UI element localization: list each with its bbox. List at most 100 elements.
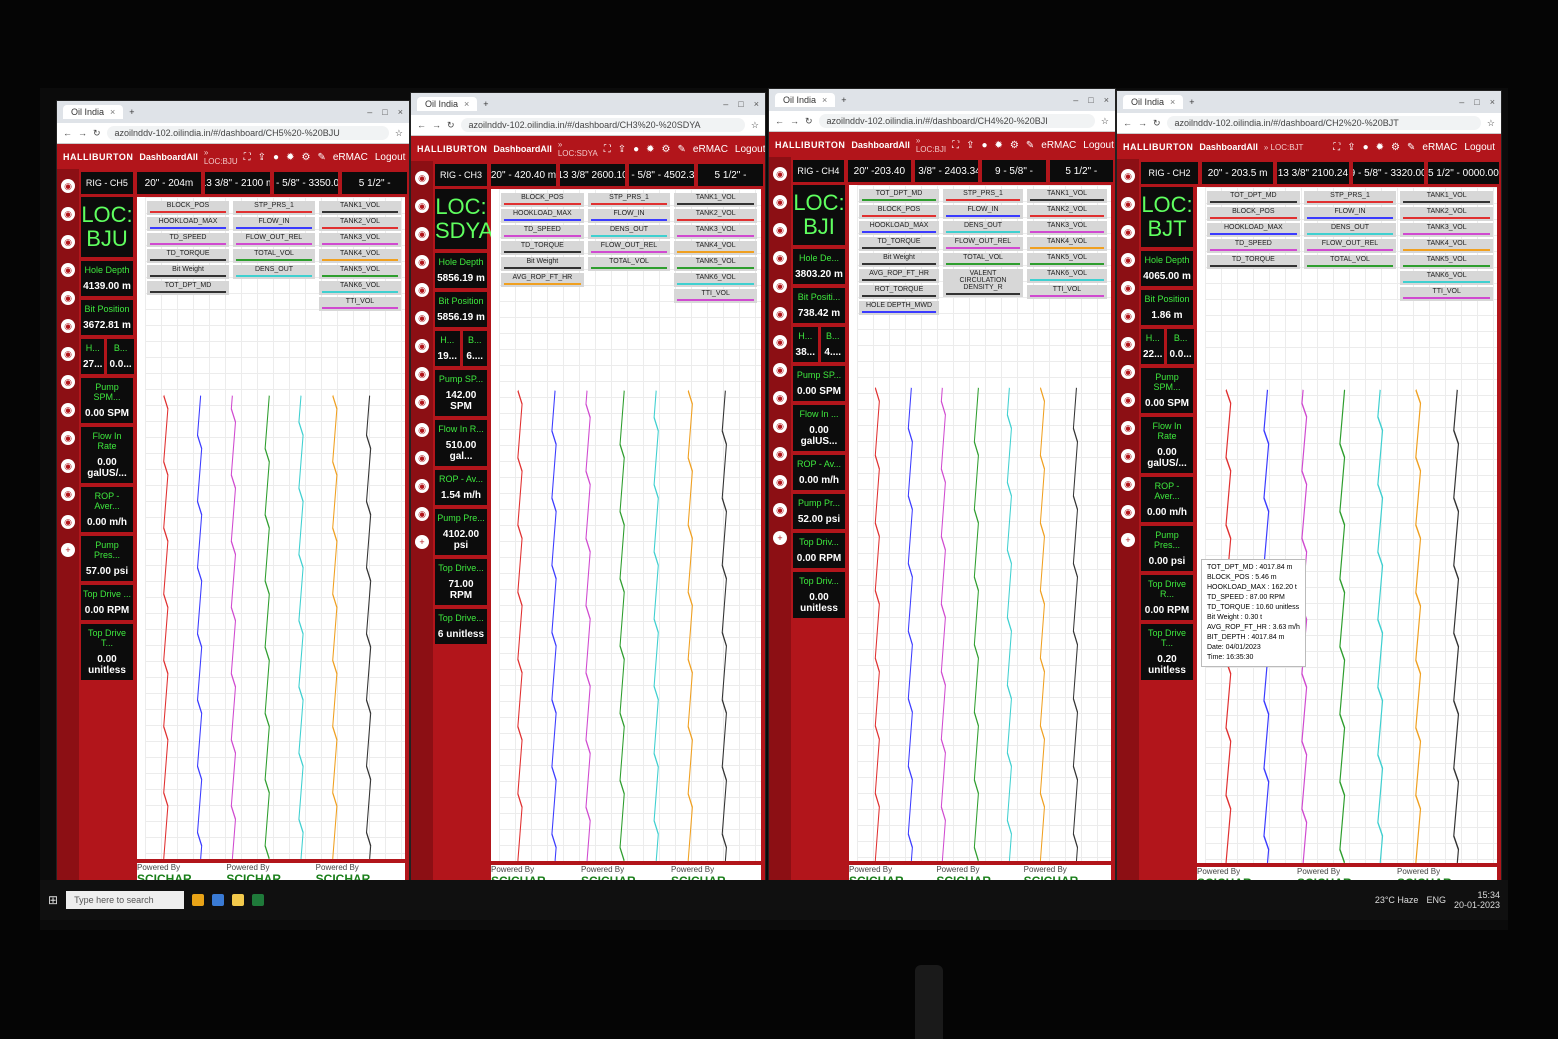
back-icon[interactable]: ←	[1123, 118, 1132, 128]
curve-header[interactable]: TANK1_VOL	[1027, 189, 1107, 203]
status-icon[interactable]: ●	[981, 139, 988, 151]
reload-icon[interactable]: ↻	[93, 127, 101, 138]
status-icon[interactable]: ●	[1362, 141, 1369, 153]
metric-card[interactable]: ROP - Aver... 0.00 m/h	[81, 487, 133, 532]
metric-card[interactable]: B... 0.0...	[1167, 329, 1194, 364]
back-icon[interactable]: ←	[63, 128, 72, 138]
edit-icon[interactable]: ✎	[1407, 141, 1416, 153]
curve-header[interactable]: TANK1_VOL	[1400, 191, 1494, 205]
curve-header[interactable]: FLOW_OUT_REL	[943, 237, 1023, 251]
user-icon[interactable]: ◉	[1121, 477, 1135, 491]
logout-button[interactable]: Logout	[375, 152, 406, 163]
gauge-icon[interactable]: ◉	[1121, 225, 1135, 239]
edit-icon[interactable]: ✎	[1025, 139, 1035, 151]
curve-header[interactable]: ROT_TORQUE	[859, 285, 939, 299]
new-tab-icon[interactable]: +	[483, 99, 489, 109]
curve-header[interactable]: TANK6_VOL	[319, 281, 401, 295]
gauge-icon[interactable]: ◉	[773, 251, 787, 265]
gauge-icon[interactable]: ◉	[1121, 281, 1135, 295]
metric-card[interactable]: Pump SP... 0.00 SPM	[793, 366, 845, 401]
gauge-icon[interactable]: ◉	[1121, 337, 1135, 351]
curve-header[interactable]: AVG_ROP_FT_HR	[501, 273, 584, 287]
curve-header[interactable]: TOT_DPT_MD	[859, 189, 939, 203]
curve-header[interactable]: TANK4_VOL	[674, 241, 758, 255]
gauge-icon[interactable]: ◉	[415, 199, 429, 213]
forward-icon[interactable]: →	[790, 116, 799, 126]
clock-icon[interactable]: ◉	[61, 319, 75, 333]
curve-header[interactable]: STP_PRS_1	[1303, 191, 1397, 205]
curve-header[interactable]: DENS_OUT	[233, 265, 315, 279]
curve-header[interactable]: BLOCK_POS	[147, 201, 229, 215]
metric-card[interactable]: ROP - Av... 1.54 m/h	[435, 470, 487, 505]
tab-close-icon[interactable]: ×	[822, 95, 828, 105]
gauge-icon[interactable]: ◉	[1121, 365, 1135, 379]
metric-card[interactable]: H... 19...	[435, 331, 460, 366]
metric-card[interactable]: Bit Position 1.86 m	[1141, 290, 1193, 325]
browser-tab[interactable]: Oil India ×	[417, 97, 478, 111]
curve-header[interactable]: TANK1_VOL	[674, 193, 758, 207]
chrome-icon[interactable]	[191, 894, 204, 906]
gauge-icon[interactable]: ◉	[61, 431, 75, 445]
settings-icon[interactable]: ⚙	[661, 143, 671, 155]
log-chart[interactable]: BLOCK_POS HOOKLOAD_MAX TD_SPEED TD_TORQUE Bi…	[137, 197, 405, 859]
edit-icon[interactable]: ✎	[677, 143, 686, 155]
curve-header[interactable]: TD_SPEED	[1207, 239, 1300, 253]
gauge-icon[interactable]: ◉	[415, 395, 429, 409]
forward-icon[interactable]: →	[432, 120, 441, 130]
gauge-icon[interactable]: ◉	[415, 339, 429, 353]
curve-header[interactable]: TANK5_VOL	[1400, 255, 1494, 269]
clock-icon[interactable]: ◉	[415, 311, 429, 325]
user-menu[interactable]: eRMAC	[693, 144, 728, 155]
new-tab-icon[interactable]: +	[129, 107, 135, 117]
close-icon[interactable]: ×	[1489, 97, 1495, 107]
dashboard-link[interactable]: DashboardAll	[851, 140, 910, 150]
tab-close-icon[interactable]: ×	[1170, 97, 1176, 107]
fullscreen-icon[interactable]: ⛶	[952, 139, 960, 151]
gauge-icon[interactable]: ◉	[415, 255, 429, 269]
curve-header[interactable]: TOTAL_VOL	[1303, 255, 1397, 269]
curve-header[interactable]: TTI_VOL	[1027, 285, 1107, 299]
curve-header[interactable]: STP_PRS_1	[587, 193, 671, 207]
curve-header[interactable]: DENS_OUT	[943, 221, 1023, 235]
curve-header[interactable]: TANK3_VOL	[1400, 223, 1494, 237]
user-menu[interactable]: eRMAC	[1422, 142, 1457, 153]
gauge-icon[interactable]: ◉	[61, 291, 75, 305]
gauge-icon[interactable]: ◉	[415, 367, 429, 381]
user-menu[interactable]: eRMAC	[333, 152, 368, 163]
clock-time[interactable]: 15:34	[1477, 890, 1500, 900]
curve-header[interactable]: HOOKLOAD_MAX	[1207, 223, 1300, 237]
gauge-icon[interactable]: ◉	[61, 403, 75, 417]
metric-card[interactable]: Top Drive... 6 unitless	[435, 609, 487, 644]
edge-icon[interactable]	[211, 894, 224, 906]
brightness-icon[interactable]: ✹	[1375, 141, 1385, 153]
metric-card[interactable]: Pump SP... 142.00 SPM	[435, 370, 487, 416]
curve-header[interactable]: TANK3_VOL	[674, 225, 758, 239]
close-icon[interactable]: ×	[753, 99, 759, 109]
metric-card[interactable]: Top Drive R... 0.00 RPM	[1141, 575, 1193, 620]
metric-card[interactable]: B... 0.0...	[107, 339, 134, 374]
curve-header[interactable]: BLOCK_POS	[859, 205, 939, 219]
gauge-icon[interactable]: ◉	[61, 459, 75, 473]
maximize-icon[interactable]: □	[1088, 95, 1094, 105]
metric-card[interactable]: B... 4....	[820, 327, 845, 362]
curve-header[interactable]: HOOKLOAD_MAX	[501, 209, 584, 223]
bookmark-star-icon[interactable]: ☆	[1486, 117, 1495, 128]
gauge-icon[interactable]: ◉	[773, 195, 787, 209]
gauge-icon[interactable]: ◉	[773, 363, 787, 377]
curve-header[interactable]: TOT_DPT_MD	[147, 281, 229, 295]
user-icon[interactable]: ◉	[773, 503, 787, 517]
bookmark-star-icon[interactable]: ☆	[750, 119, 759, 130]
gauge-icon[interactable]: ◉	[61, 207, 75, 221]
gauge-icon[interactable]: ◉	[415, 423, 429, 437]
back-icon[interactable]: ←	[775, 116, 784, 126]
metric-card[interactable]: ROP - Av... 0.00 m/h	[793, 455, 845, 490]
curve-header[interactable]: FLOW_IN	[943, 205, 1023, 219]
export-icon[interactable]: ⇪	[257, 151, 267, 163]
file-explorer-icon[interactable]	[231, 894, 244, 906]
curve-header[interactable]: TANK5_VOL	[1027, 253, 1107, 267]
curve-header[interactable]: TANK6_VOL	[1400, 271, 1494, 285]
curve-header[interactable]: AVG_ROP_FT_HR	[859, 269, 939, 283]
curve-header[interactable]: TANK6_VOL	[1027, 269, 1107, 283]
back-icon[interactable]: ←	[417, 120, 426, 130]
reload-icon[interactable]: ↻	[447, 119, 455, 130]
